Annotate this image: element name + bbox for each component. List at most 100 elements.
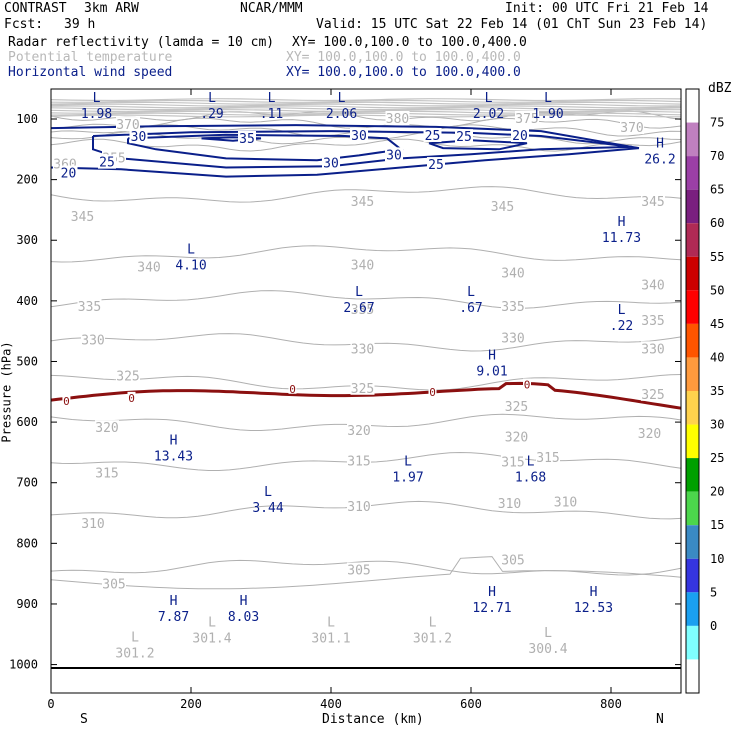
colorbar-swatch: [686, 256, 699, 291]
y-tick-label: 300: [16, 233, 38, 247]
theta-label-bg: [490, 198, 515, 213]
wind-extremum-marker: H: [240, 594, 248, 609]
colorbar-tick-label: 60: [710, 216, 724, 230]
theta-label-bg: [70, 209, 95, 224]
wind-extremum-marker: L: [544, 91, 552, 106]
org-label: NCAR/MMM: [240, 1, 303, 16]
fcst-value: 39 h: [64, 17, 96, 32]
colorbar-tick-label: 5: [710, 585, 717, 599]
wind-extremum-value: .22: [610, 319, 633, 334]
theta-label-bg: [81, 332, 105, 347]
theta-contour-label: 320: [95, 421, 118, 436]
wind-contour-label: 35: [239, 132, 255, 147]
wind-extremum-value: 26.2: [644, 152, 675, 167]
x-tick-label: 400: [320, 697, 342, 711]
zero-dbz-contour: [50, 381, 682, 410]
wind-extremum-marker: L: [268, 91, 276, 106]
wind-extremum-value: 13.43: [154, 449, 193, 464]
theta-contour-label: 320: [505, 430, 528, 445]
wind-label-bg: [322, 155, 340, 170]
colorbar-swatch: [686, 323, 699, 358]
theta-extremum-marker: L: [208, 615, 216, 630]
wind-contour-label: 25: [99, 156, 115, 171]
y-tick-label: 400: [16, 294, 38, 308]
theta-contour-label: 340: [351, 259, 374, 274]
dbz-label-bg: [127, 391, 136, 403]
wind-contour-label: 30: [386, 148, 402, 163]
theta-label-bg: [637, 426, 662, 441]
theta-contour-label: 345: [491, 200, 514, 215]
theta-label-bg: [497, 495, 522, 510]
wind-extremum-value: 2.67: [343, 301, 374, 316]
theta-contour-label: 305: [347, 564, 370, 579]
theta-contour-upper: [50, 105, 682, 109]
theta-label-bg: [641, 386, 665, 401]
theta-contours: [50, 98, 682, 590]
colorbar-swatch: [686, 424, 699, 459]
theta-extremum-marker: L: [327, 615, 335, 630]
theta-contour-label: 325: [641, 388, 664, 403]
colorbar-tick-label: 30: [710, 418, 724, 432]
valid-time: Valid: 15 UTC Sat 22 Feb 14 (01 ChT Sun …: [316, 17, 708, 32]
wind-extremum-value: 8.03: [228, 610, 259, 625]
theta-label-bg: [95, 420, 119, 435]
theta-extremum-value: 301.2: [413, 631, 452, 646]
colorbar-swatch: [686, 357, 699, 391]
theta-contour-310: [50, 559, 682, 576]
theta-contour-label: 325: [351, 382, 374, 397]
theta-label-bg: [501, 330, 525, 345]
theta-contour-label: 345: [641, 195, 664, 210]
wind-extremum-value: 4.10: [175, 258, 206, 273]
zero-dbz-line: [50, 381, 682, 410]
wind-label-bg: [455, 129, 473, 144]
plot-frame: [50, 88, 682, 694]
wind-extremum-marker: L: [485, 91, 493, 106]
theta-contour-label: 325: [505, 400, 528, 415]
wind-extremum-value: 7.87: [158, 610, 189, 625]
theta-contour-label: 335: [641, 314, 664, 329]
x-end-label-north: N: [656, 712, 664, 727]
dbz-label-bg: [523, 378, 531, 390]
wind-extremum-marker: H: [656, 136, 664, 151]
colorbar-tick-label: 70: [710, 149, 724, 163]
theta-label-bg: [641, 341, 665, 356]
dbz-label-bg: [428, 385, 437, 397]
y-tick-label: 900: [16, 597, 38, 611]
theta-contour-label: 330: [641, 342, 664, 357]
experiment-label: CONTRAST: [4, 1, 67, 16]
zero-dbz-label: 0: [128, 392, 135, 405]
theta-label-bg: [350, 194, 375, 209]
theta-label-bg: [501, 552, 525, 567]
wind-extremum-value: 2.06: [326, 107, 357, 122]
theta-label-bg: [501, 298, 525, 313]
wind-label-bg: [350, 127, 368, 142]
field-reflectivity-name: Radar reflectivity (lamda = 10 cm): [8, 35, 275, 50]
wind-extremum-marker: L: [527, 455, 535, 470]
wind-contour-20-bottom: [50, 147, 640, 178]
theta-label-bg: [350, 341, 375, 356]
wind-label-bg: [238, 131, 256, 146]
wind-extremum-value: 1.90: [532, 107, 563, 122]
model-label: 3km ARW: [84, 1, 139, 16]
colorbar-swatch: [686, 592, 699, 626]
theta-contour-label: 330: [81, 333, 104, 348]
theta-contour-label: 315: [95, 467, 118, 482]
colorbar-swatch: [686, 491, 699, 526]
theta-label-bg: [347, 423, 371, 438]
colorbar-swatch: [686, 156, 699, 190]
theta-label-bg: [95, 465, 119, 480]
wind-extremum-marker: L: [618, 303, 626, 318]
colorbar-swatch: [686, 89, 699, 123]
colorbar-swatch: [686, 558, 699, 593]
theta-contour-label: 315: [536, 451, 559, 466]
y-tick-label: 600: [16, 415, 38, 429]
wind-label-bg: [427, 157, 445, 172]
theta-contour-label: 310: [347, 500, 370, 515]
y-tick-label: 500: [16, 354, 38, 368]
colorbar-tick-label: 25: [710, 451, 724, 465]
y-tick-label: 700: [16, 476, 38, 490]
wind-label-bg: [423, 127, 442, 142]
y-axis-title: Pressure (hPa): [0, 341, 14, 443]
theta-label-bg: [641, 312, 665, 327]
